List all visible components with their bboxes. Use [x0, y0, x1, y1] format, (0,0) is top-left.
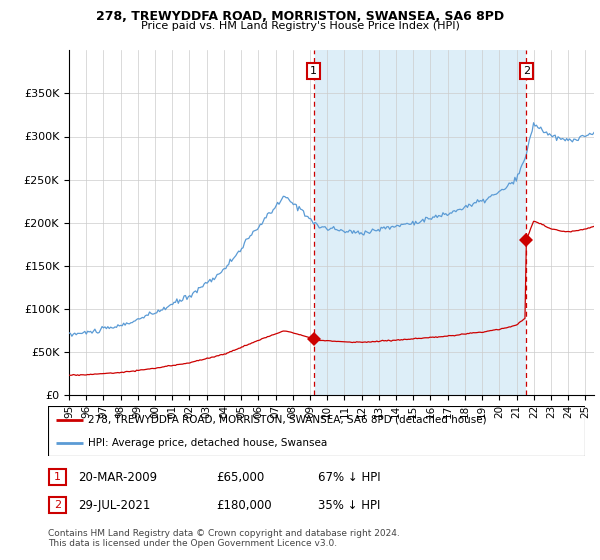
Text: HPI: Average price, detached house, Swansea: HPI: Average price, detached house, Swan… — [88, 438, 328, 448]
Text: 29-JUL-2021: 29-JUL-2021 — [78, 498, 151, 512]
Text: 278, TREWYDDFA ROAD, MORRISTON, SWANSEA, SA6 8PD (detached house): 278, TREWYDDFA ROAD, MORRISTON, SWANSEA,… — [88, 414, 487, 424]
Text: 20-MAR-2009: 20-MAR-2009 — [78, 470, 157, 484]
Text: 35% ↓ HPI: 35% ↓ HPI — [318, 498, 380, 512]
Text: This data is licensed under the Open Government Licence v3.0.: This data is licensed under the Open Gov… — [48, 539, 337, 548]
Text: Contains HM Land Registry data © Crown copyright and database right 2024.: Contains HM Land Registry data © Crown c… — [48, 529, 400, 538]
Text: 1: 1 — [310, 66, 317, 76]
Text: 2: 2 — [54, 500, 61, 510]
Text: 2: 2 — [523, 66, 530, 76]
Text: 278, TREWYDDFA ROAD, MORRISTON, SWANSEA, SA6 8PD: 278, TREWYDDFA ROAD, MORRISTON, SWANSEA,… — [96, 10, 504, 23]
Text: £180,000: £180,000 — [216, 498, 272, 512]
Text: 1: 1 — [54, 472, 61, 482]
Text: Price paid vs. HM Land Registry's House Price Index (HPI): Price paid vs. HM Land Registry's House … — [140, 21, 460, 31]
Text: £65,000: £65,000 — [216, 470, 264, 484]
Text: 67% ↓ HPI: 67% ↓ HPI — [318, 470, 380, 484]
